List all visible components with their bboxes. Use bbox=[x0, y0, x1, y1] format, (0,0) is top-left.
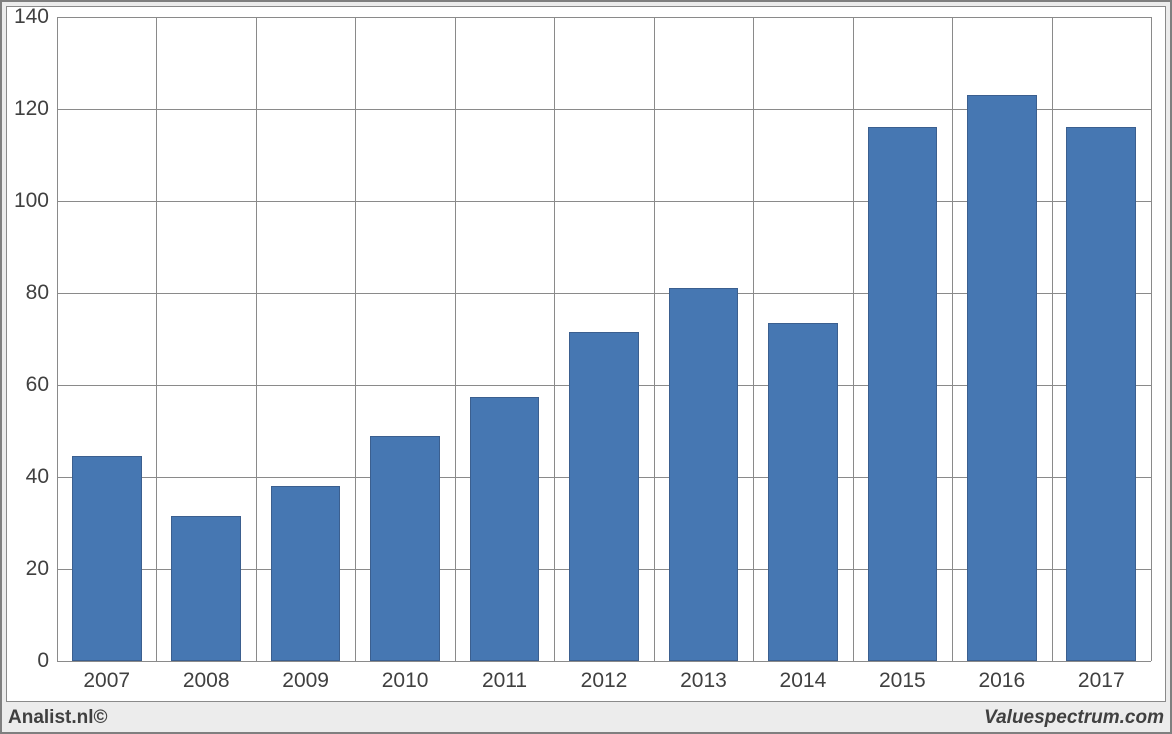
x-axis-label: 2015 bbox=[879, 661, 926, 693]
x-axis-label: 2013 bbox=[680, 661, 727, 693]
bar bbox=[271, 486, 341, 661]
bar bbox=[868, 127, 938, 661]
y-axis-label: 60 bbox=[26, 373, 57, 397]
gridline-vertical bbox=[256, 17, 257, 661]
bar bbox=[669, 288, 739, 661]
chart-container: 0 20 40 60 80 100 120 140 2007 2008 2009 2010 2011 20… bbox=[0, 0, 1172, 734]
gridline-vertical bbox=[355, 17, 356, 661]
bar bbox=[1066, 127, 1136, 661]
gridline-vertical bbox=[753, 17, 754, 661]
bar bbox=[569, 332, 639, 661]
gridline-vertical bbox=[853, 17, 854, 661]
y-axis-label: 20 bbox=[26, 557, 57, 581]
bar bbox=[72, 456, 142, 661]
x-axis-label: 2011 bbox=[482, 661, 527, 693]
x-axis-label: 2012 bbox=[581, 661, 628, 693]
x-axis-label: 2009 bbox=[282, 661, 329, 693]
gridline-vertical bbox=[952, 17, 953, 661]
gridline-horizontal bbox=[57, 17, 1151, 18]
x-axis-label: 2010 bbox=[382, 661, 429, 693]
gridline-vertical bbox=[654, 17, 655, 661]
x-axis-label: 2017 bbox=[1078, 661, 1125, 693]
bar bbox=[967, 95, 1037, 661]
y-axis-label: 120 bbox=[14, 97, 57, 121]
y-axis-label: 0 bbox=[37, 649, 57, 673]
gridline-vertical bbox=[455, 17, 456, 661]
plot-area: 0204060801001201402007200820092010201120… bbox=[57, 17, 1151, 661]
x-axis-label: 2007 bbox=[83, 661, 130, 693]
bar bbox=[370, 436, 440, 661]
gridline-vertical bbox=[57, 17, 58, 661]
footer-right-credit: Valuespectrum.com bbox=[984, 707, 1164, 729]
gridline-vertical bbox=[1052, 17, 1053, 661]
footer-left-credit: Analist.nl© bbox=[8, 707, 108, 729]
bar bbox=[470, 397, 540, 662]
bar bbox=[768, 323, 838, 661]
x-axis-label: 2016 bbox=[978, 661, 1025, 693]
gridline-vertical bbox=[554, 17, 555, 661]
y-axis-label: 80 bbox=[26, 281, 57, 305]
gridline-vertical bbox=[156, 17, 157, 661]
y-axis-label: 40 bbox=[26, 465, 57, 489]
gridline-vertical bbox=[1151, 17, 1152, 661]
plot-background: 0 20 40 60 80 100 120 140 2007 2008 2009 2010 2011 20… bbox=[6, 6, 1166, 702]
y-axis-label: 140 bbox=[14, 5, 57, 29]
x-axis-label: 2008 bbox=[183, 661, 230, 693]
y-axis-label: 100 bbox=[14, 189, 57, 213]
x-axis-label: 2014 bbox=[780, 661, 827, 693]
bar bbox=[171, 516, 241, 661]
